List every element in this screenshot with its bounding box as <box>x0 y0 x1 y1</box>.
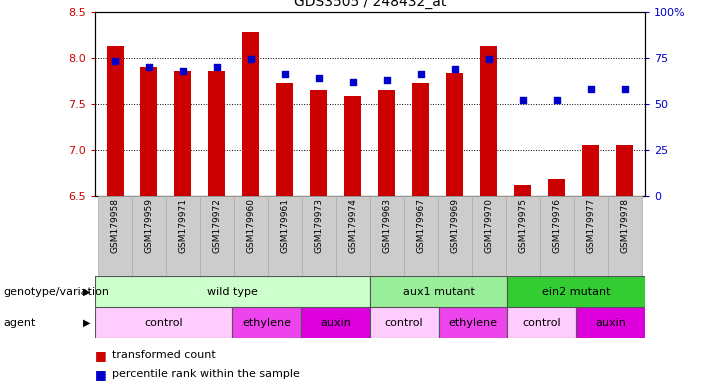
Bar <box>370 307 439 338</box>
Bar <box>200 196 234 276</box>
Bar <box>132 196 166 276</box>
Text: GSM179970: GSM179970 <box>484 198 494 253</box>
Bar <box>95 276 370 307</box>
Bar <box>370 276 508 307</box>
Text: aux1 mutant: aux1 mutant <box>402 287 475 297</box>
Text: GSM179971: GSM179971 <box>179 198 187 253</box>
Bar <box>508 307 576 338</box>
Text: GSM179967: GSM179967 <box>416 198 426 253</box>
Bar <box>301 307 370 338</box>
Bar <box>302 196 336 276</box>
Text: GSM179969: GSM179969 <box>450 198 459 253</box>
Text: GSM179975: GSM179975 <box>518 198 527 253</box>
Bar <box>508 276 645 307</box>
Text: agent: agent <box>4 318 36 328</box>
Bar <box>447 73 463 196</box>
Text: auxin: auxin <box>595 318 626 328</box>
Point <box>449 66 461 72</box>
Text: control: control <box>385 318 423 328</box>
Text: GSM179976: GSM179976 <box>552 198 561 253</box>
Text: ■: ■ <box>95 368 107 381</box>
Bar <box>472 196 505 276</box>
Point <box>144 64 155 70</box>
Text: ein2 mutant: ein2 mutant <box>542 287 611 297</box>
Text: percentile rank within the sample: percentile rank within the sample <box>112 369 300 379</box>
Bar <box>379 90 395 196</box>
Bar <box>232 307 301 338</box>
Text: ■: ■ <box>95 349 107 362</box>
Text: control: control <box>144 318 183 328</box>
Point <box>517 97 529 103</box>
Text: GSM179972: GSM179972 <box>212 198 222 253</box>
Text: ethylene: ethylene <box>449 318 498 328</box>
Point <box>347 78 358 84</box>
Bar <box>439 307 508 338</box>
Bar <box>582 145 599 196</box>
Bar <box>344 96 361 196</box>
Point <box>415 71 426 77</box>
Bar <box>370 196 404 276</box>
Bar <box>437 196 472 276</box>
Point <box>483 56 494 63</box>
Text: ▶: ▶ <box>83 287 90 297</box>
Bar <box>573 196 608 276</box>
Text: ▶: ▶ <box>83 318 90 328</box>
Bar <box>540 196 573 276</box>
Point <box>585 86 596 92</box>
Text: GSM179974: GSM179974 <box>348 198 358 253</box>
Point <box>211 64 222 70</box>
Bar <box>175 71 191 196</box>
Text: GSM179959: GSM179959 <box>144 198 154 253</box>
Bar <box>480 46 497 196</box>
Text: GSM179977: GSM179977 <box>586 198 595 253</box>
Title: GDS3505 / 248432_at: GDS3505 / 248432_at <box>294 0 446 9</box>
Text: genotype/variation: genotype/variation <box>4 287 109 297</box>
Point <box>619 86 630 92</box>
Point <box>279 71 290 77</box>
Bar <box>548 179 565 196</box>
Point <box>109 58 121 65</box>
Bar <box>243 32 259 196</box>
Bar <box>208 71 226 196</box>
Point <box>313 75 325 81</box>
Bar <box>514 185 531 196</box>
Text: GSM179963: GSM179963 <box>382 198 391 253</box>
Text: GSM179978: GSM179978 <box>620 198 629 253</box>
Bar <box>166 196 200 276</box>
Text: GSM179961: GSM179961 <box>280 198 290 253</box>
Bar <box>140 67 158 196</box>
Point <box>381 77 393 83</box>
Text: ethylene: ethylene <box>242 318 291 328</box>
Point <box>177 68 189 74</box>
Text: GSM179960: GSM179960 <box>246 198 255 253</box>
Bar <box>404 196 437 276</box>
Bar <box>234 196 268 276</box>
Text: transformed count: transformed count <box>112 350 216 360</box>
Point <box>551 97 562 103</box>
Bar <box>276 83 293 196</box>
Bar <box>412 83 429 196</box>
Bar <box>107 46 123 196</box>
Bar <box>608 196 641 276</box>
Point <box>245 56 257 63</box>
Text: GSM179973: GSM179973 <box>314 198 323 253</box>
Bar <box>336 196 370 276</box>
Bar <box>505 196 540 276</box>
Bar <box>576 307 645 338</box>
Text: wild type: wild type <box>207 287 258 297</box>
Bar <box>95 307 232 338</box>
Bar <box>616 145 633 196</box>
Text: auxin: auxin <box>320 318 350 328</box>
Bar <box>98 196 132 276</box>
Text: control: control <box>522 318 561 328</box>
Bar <box>311 90 327 196</box>
Bar <box>268 196 302 276</box>
Text: GSM179958: GSM179958 <box>111 198 119 253</box>
